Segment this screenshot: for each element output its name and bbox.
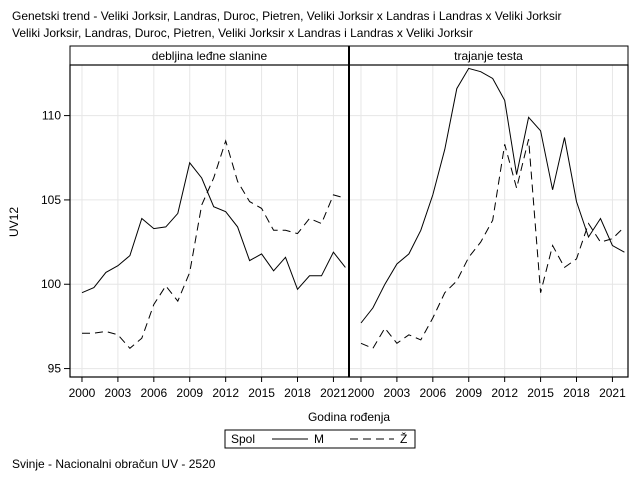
legend: Spol M Ž	[224, 429, 416, 449]
legend-label-m: M	[314, 432, 324, 446]
y-tick-label: 110	[42, 109, 61, 123]
footnote: Svinje - Nacionalni obračun UV - 2520	[12, 457, 216, 471]
panel-frame	[348, 64, 629, 378]
x-tick-label: 2015	[527, 386, 554, 400]
x-tick-label: 2018	[284, 386, 311, 400]
x-tick-label: 2012	[212, 386, 239, 400]
y-axis-label: UV12	[7, 207, 21, 237]
x-tick-label: 2021	[320, 386, 347, 400]
x-tick-label: 2021	[599, 386, 626, 400]
x-tick-label: 2003	[384, 386, 411, 400]
legend-frame	[224, 429, 416, 449]
series-line-z	[82, 139, 346, 349]
y-tick-label: 95	[48, 362, 62, 376]
series-line-m	[81, 161, 346, 294]
x-tick-label: 2018	[563, 386, 590, 400]
series-line-z	[360, 139, 625, 349]
x-tick-label: 2009	[455, 386, 482, 400]
panel-title: debljina leđne slanine	[152, 49, 268, 63]
x-axis-label: Godina rođenja	[308, 410, 390, 424]
x-tick-label: 2000	[348, 386, 375, 400]
x-tick-label: 2006	[140, 386, 167, 400]
series-line-m	[360, 67, 625, 324]
x-tick-label: 2015	[248, 386, 275, 400]
panel-1: debljina leđne slanine 2000 2003 2006 2009 20…	[69, 45, 350, 400]
x-tick-label: 2006	[419, 386, 446, 400]
legend-title: Spol	[231, 432, 255, 446]
chart-panels: debljina leđne slanine 2000 2003 2006 2009 20…	[69, 45, 629, 400]
x-tick-label: 2012	[491, 386, 518, 400]
chart-title-line-1: Genetski trend - Veliki Jorksir, Landras…	[12, 9, 562, 23]
panel-title: trajanje testa	[454, 49, 523, 63]
y-axis: 95 100 105 110	[41, 109, 70, 376]
legend-label-z: Ž	[400, 431, 407, 446]
y-tick-label: 105	[41, 193, 61, 207]
x-tick-label: 2003	[105, 386, 132, 400]
y-tick-label: 100	[41, 277, 61, 291]
chart-title-line-2: Veliki Jorksir, Landras, Duroc, Pietren,…	[12, 26, 473, 40]
x-tick-label: 2009	[176, 386, 203, 400]
panel-2: trajanje testa 2000 2003 2006 2009 2012 2015 20…	[348, 45, 629, 400]
x-tick-label: 2000	[69, 386, 96, 400]
